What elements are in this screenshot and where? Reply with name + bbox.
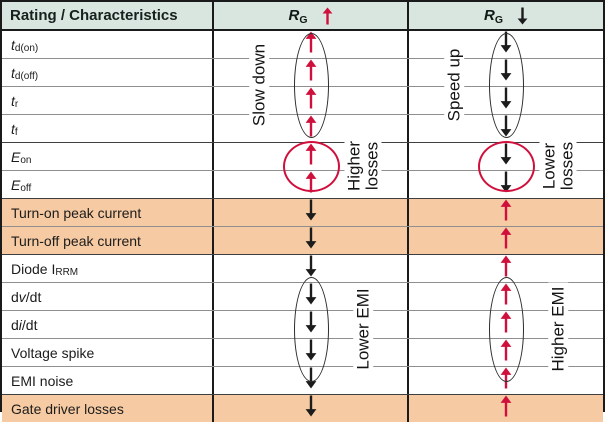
arrow-down-icon: [305, 283, 317, 310]
arrow-down-icon: [305, 311, 317, 338]
rg-up-effect-td-on: [214, 31, 409, 58]
rg-down-effect-gate-driver-losses: [409, 395, 603, 422]
arrow-up-icon: [305, 171, 317, 198]
rg-symbol: RG: [288, 7, 308, 26]
rg-down-effect-td-on: [409, 31, 603, 58]
rg-up-effect-diode-irrm: [214, 255, 409, 282]
header-rating-label: Rating / Characteristics: [10, 7, 178, 24]
arrow-up-icon: [500, 283, 512, 310]
arrow-up-icon: [500, 227, 512, 254]
arrow-down-icon: [305, 227, 317, 254]
label-dv-dt: d v/dt: [2, 283, 214, 310]
arrow-down-icon: [305, 199, 317, 226]
row-td-on: t d(on): [2, 31, 603, 59]
row-turn-on-peak-current: Turn-on peak current: [2, 199, 603, 227]
label-td-off: t d(off): [2, 59, 214, 86]
label-turn-on-peak-current: Turn-on peak current: [2, 199, 214, 226]
arrow-up-icon: [500, 339, 512, 366]
rg-up-effect-tr: [214, 87, 409, 114]
rg-down-effect-voltage-spike: [409, 339, 603, 366]
arrow-down-icon: [500, 143, 512, 170]
arrow-up-icon: [305, 143, 317, 170]
rg-up-effect-turn-off-peak-current: [214, 227, 409, 254]
arrow-up-icon: [305, 59, 317, 86]
rg-down-effect-tr: [409, 87, 603, 114]
arrow-down-icon: [500, 59, 512, 86]
label-voltage-spike: Voltage spike: [2, 339, 214, 366]
rg-down-effect-dv-dt: [409, 283, 603, 310]
row-turn-off-peak-current: Turn-off peak current: [2, 227, 603, 255]
rg-up-effect-emi-noise: [214, 367, 409, 394]
rg-up-effect-tf: [214, 115, 409, 142]
rg-down-effect-e-on: [409, 143, 603, 170]
rg-up-effect-td-off: [214, 59, 409, 86]
rg-down-effect-emi-noise: [409, 367, 603, 394]
rg-up-effect-gate-driver-losses: [214, 395, 409, 422]
label-td-on: t d(on): [2, 31, 214, 58]
rg-down-effect-e-off: [409, 171, 603, 198]
label-turn-off-peak-current: Turn-off peak current: [2, 227, 214, 254]
arrow-down-icon: [305, 367, 317, 394]
rg-up-effect-e-on: [214, 143, 409, 170]
rg-up-effect-dv-dt: [214, 283, 409, 310]
row-dv-dt: d v/dt: [2, 283, 603, 311]
arrow-up-icon: [500, 311, 512, 338]
row-gate-driver-losses: Gate driver losses: [2, 395, 603, 422]
rg-down-effect-td-off: [409, 59, 603, 86]
arrow-up-icon: [500, 255, 512, 282]
rg-up-effect-e-off: [214, 171, 409, 198]
rg-down-effect-turn-off-peak-current: [409, 227, 603, 254]
arrow-down-icon: [500, 31, 512, 58]
arrow-up-icon: [305, 87, 317, 114]
header-rg-increase: RG: [214, 2, 409, 29]
header-rating-characteristics: Rating / Characteristics: [2, 2, 214, 29]
rg-up-arrow-icon: [322, 7, 333, 25]
rg-down-effect-turn-on-peak-current: [409, 199, 603, 226]
label-di-dt: d i/dt: [2, 311, 214, 338]
rg-down-effect-di-dt: [409, 311, 603, 338]
arrow-up-icon: [500, 395, 512, 422]
arrow-down-icon: [500, 115, 512, 142]
rg-symbol: RG: [483, 7, 503, 26]
header-rg-decrease: RG: [409, 2, 603, 29]
rg-up-effect-turn-on-peak-current: [214, 199, 409, 226]
label-diode-irrm: Diode I RRM: [2, 255, 214, 282]
row-emi-noise: EMI noise: [2, 367, 603, 395]
arrow-up-icon: [305, 31, 317, 58]
row-di-dt: d i/dt: [2, 311, 603, 339]
row-diode-irrm: Diode I RRM: [2, 255, 603, 283]
arrow-down-icon: [305, 255, 317, 282]
arrow-down-icon: [305, 395, 317, 422]
rg-down-effect-diode-irrm: [409, 255, 603, 282]
table-header: Rating / Characteristics RG RG: [2, 2, 603, 31]
arrow-up-icon: [305, 115, 317, 142]
arrow-down-icon: [305, 339, 317, 366]
label-emi-noise: EMI noise: [2, 367, 214, 394]
rg-down-arrow-icon: [517, 7, 528, 25]
arrow-down-icon: [500, 87, 512, 114]
rg-up-effect-voltage-spike: [214, 339, 409, 366]
label-gate-driver-losses: Gate driver losses: [2, 395, 214, 422]
rg-down-effect-tf: [409, 115, 603, 142]
rg-up-effect-di-dt: [214, 311, 409, 338]
arrow-down-icon: [500, 171, 512, 198]
row-td-off: t d(off): [2, 59, 603, 87]
row-voltage-spike: Voltage spike: [2, 339, 603, 367]
arrow-up-icon: [500, 367, 512, 394]
arrow-up-icon: [500, 199, 512, 226]
